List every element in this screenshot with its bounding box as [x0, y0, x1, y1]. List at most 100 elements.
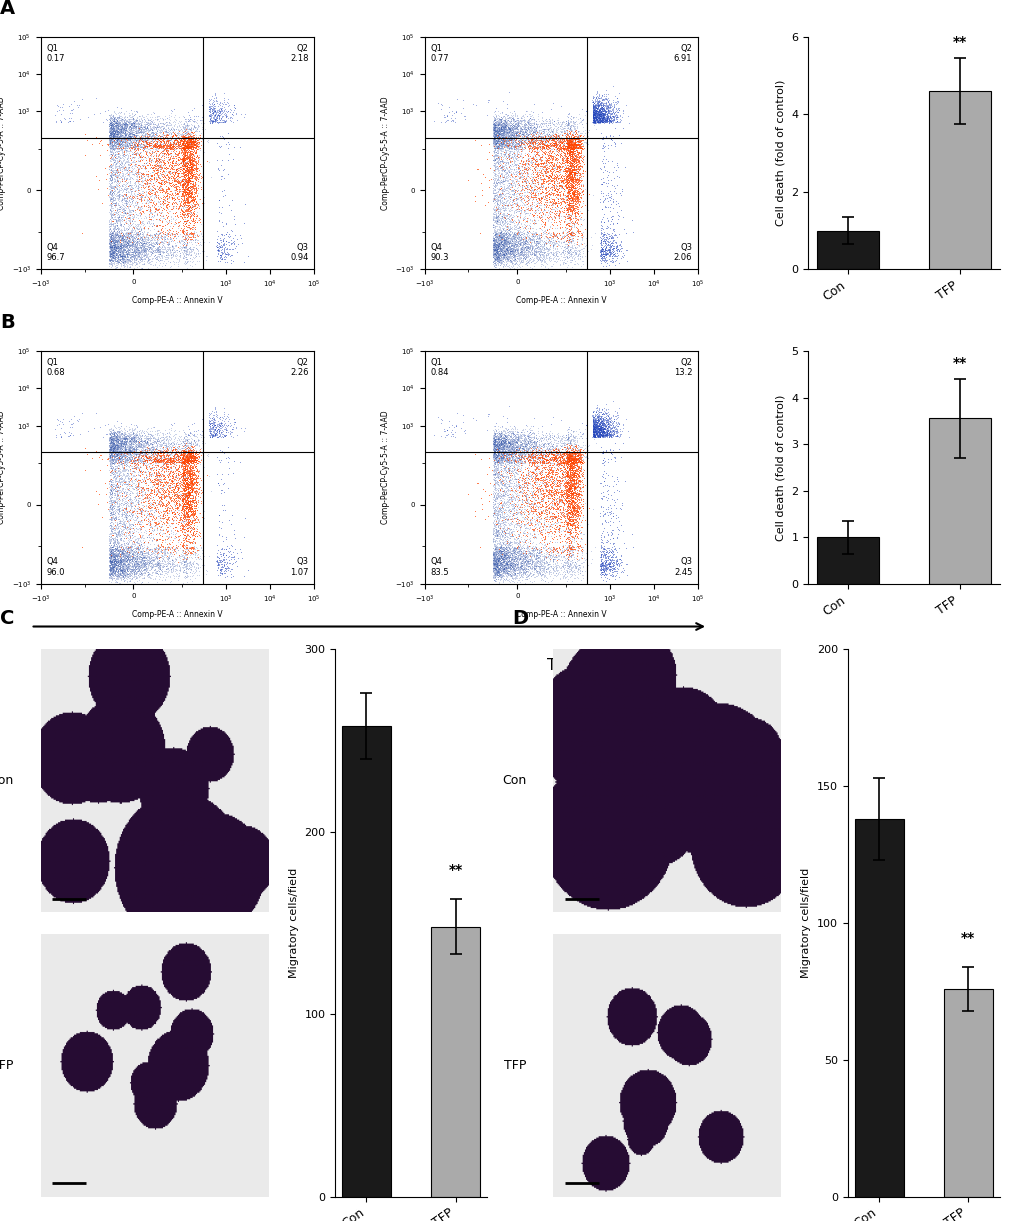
Point	[138, 432, 154, 452]
Point	[114, 225, 130, 244]
Point	[124, 156, 141, 176]
Point	[163, 491, 179, 510]
Point	[105, 530, 121, 549]
Point	[119, 558, 136, 578]
Point	[505, 129, 522, 149]
Point	[502, 426, 519, 446]
Point	[494, 448, 511, 468]
Point	[106, 549, 122, 569]
Point	[518, 464, 534, 484]
Point	[587, 416, 603, 436]
Point	[584, 103, 600, 122]
Point	[146, 182, 162, 201]
Point	[565, 193, 581, 212]
Point	[187, 492, 204, 512]
Point	[498, 556, 515, 575]
Point	[136, 219, 152, 238]
Point	[164, 148, 180, 167]
Point	[593, 422, 609, 442]
Point	[494, 244, 511, 264]
Point	[494, 228, 511, 248]
Point	[101, 139, 117, 159]
Point	[495, 156, 512, 176]
Point	[553, 551, 570, 570]
Point	[518, 426, 534, 446]
Point	[541, 531, 557, 551]
Point	[126, 487, 143, 507]
Point	[113, 449, 129, 469]
Point	[111, 529, 127, 548]
Point	[562, 443, 579, 463]
Point	[149, 249, 165, 269]
Point	[114, 143, 130, 162]
Point	[513, 559, 529, 579]
Point	[496, 236, 513, 255]
Point	[208, 238, 224, 258]
Point	[148, 440, 164, 459]
Point	[131, 540, 148, 559]
Point	[103, 551, 119, 570]
Point	[107, 121, 123, 140]
Point	[115, 549, 131, 569]
Point	[536, 541, 552, 560]
Point	[487, 175, 503, 194]
Point	[551, 477, 568, 497]
Point	[543, 150, 559, 170]
Point	[499, 118, 516, 138]
Point	[107, 534, 123, 553]
Point	[107, 563, 123, 582]
Point	[508, 193, 525, 212]
Point	[522, 234, 538, 254]
Point	[166, 125, 182, 144]
Point	[566, 455, 582, 475]
Point	[493, 156, 510, 176]
Point	[111, 455, 127, 475]
Bar	[341, 726, 390, 1197]
Point	[110, 567, 126, 586]
Point	[179, 449, 196, 469]
Point	[112, 120, 128, 139]
Point	[504, 495, 521, 514]
Point	[502, 136, 519, 155]
Point	[109, 131, 125, 150]
Point	[486, 554, 502, 574]
Point	[561, 453, 578, 473]
Point	[129, 552, 146, 571]
Point	[515, 563, 531, 582]
Point	[187, 474, 204, 493]
Point	[129, 513, 146, 532]
Point	[106, 453, 122, 473]
Point	[527, 493, 543, 513]
Point	[493, 448, 510, 468]
Point	[498, 523, 515, 542]
Point	[527, 178, 543, 198]
Point	[537, 449, 553, 469]
Point	[177, 508, 194, 527]
Point	[505, 565, 522, 585]
Point	[536, 143, 552, 162]
Point	[507, 438, 524, 458]
Point	[168, 557, 184, 576]
Point	[153, 441, 169, 460]
Point	[117, 435, 133, 454]
Point	[497, 239, 514, 259]
Point	[123, 453, 140, 473]
Point	[555, 491, 572, 510]
Point	[123, 430, 140, 449]
Point	[129, 475, 146, 495]
Point	[110, 222, 126, 242]
Point	[113, 424, 129, 443]
Point	[494, 427, 511, 447]
Point	[492, 120, 508, 139]
Point	[151, 443, 167, 463]
Point	[520, 560, 536, 580]
Point	[103, 421, 119, 441]
Point	[504, 446, 521, 465]
Point	[137, 219, 153, 238]
Point	[187, 462, 204, 481]
Point	[524, 154, 540, 173]
Point	[497, 545, 514, 564]
Point	[487, 497, 503, 516]
Point	[537, 480, 553, 499]
Point	[124, 547, 141, 567]
